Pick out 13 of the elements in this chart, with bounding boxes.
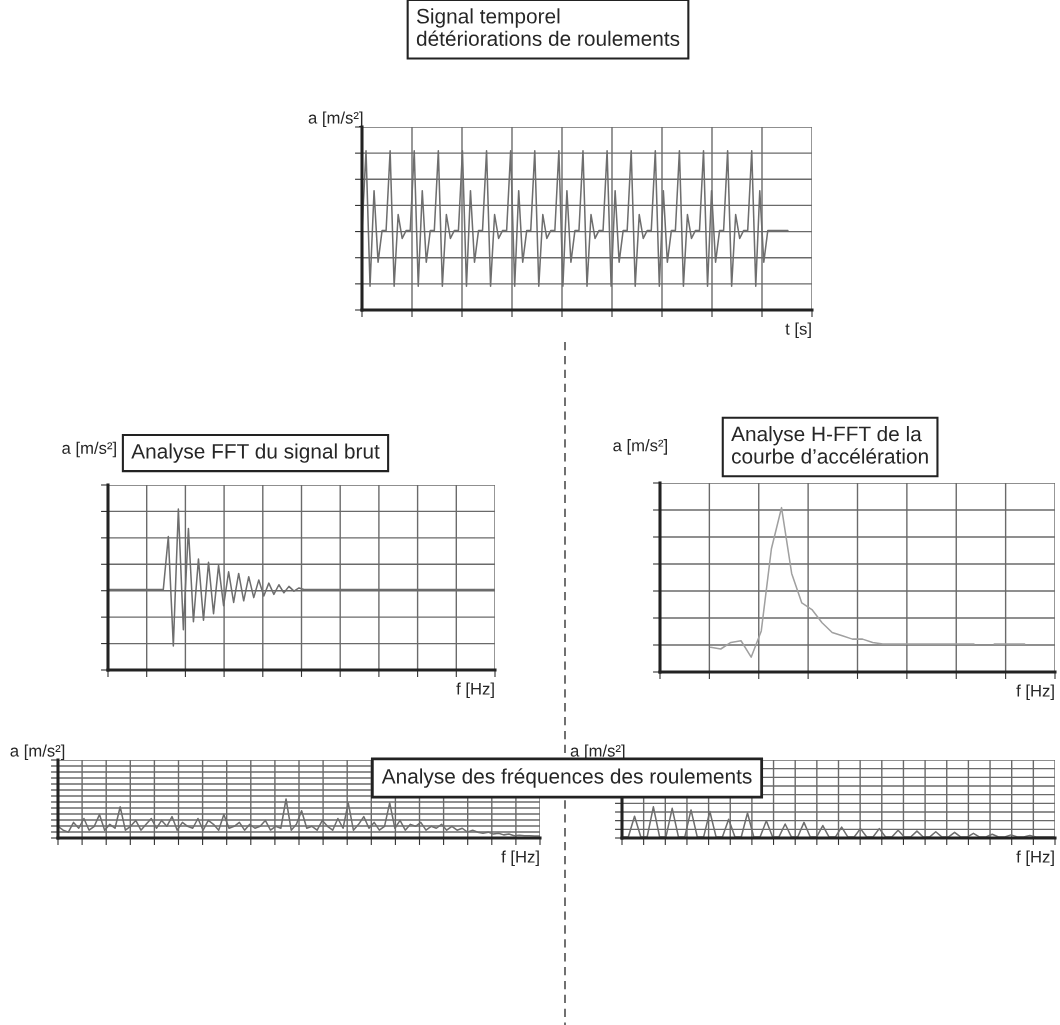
x-axis-title: f [Hz] (501, 850, 539, 867)
y-axis-title: a [m/s²] (613, 439, 667, 455)
y-axis-title: a [m/s²] (10, 744, 65, 760)
chart-title: Analyse FFT du signal brut (131, 443, 380, 463)
x-axis-title: f [Hz] (456, 682, 494, 699)
y-axis-title: a [m/s²] (62, 441, 116, 458)
chart-title: Signal temporel détériorations de roulements (416, 8, 680, 47)
x-axis-title: f [Hz] (1016, 850, 1054, 867)
x-axis-title: t [s] (785, 322, 811, 339)
y-axis-title: a [m/s²] (308, 111, 363, 127)
chart-title: Analyse H-FFT de la courbe d’accélération (731, 426, 928, 464)
chart-title: Analyse des fréquences des roulements (381, 768, 752, 788)
x-axis-title: f [Hz] (1016, 684, 1054, 701)
